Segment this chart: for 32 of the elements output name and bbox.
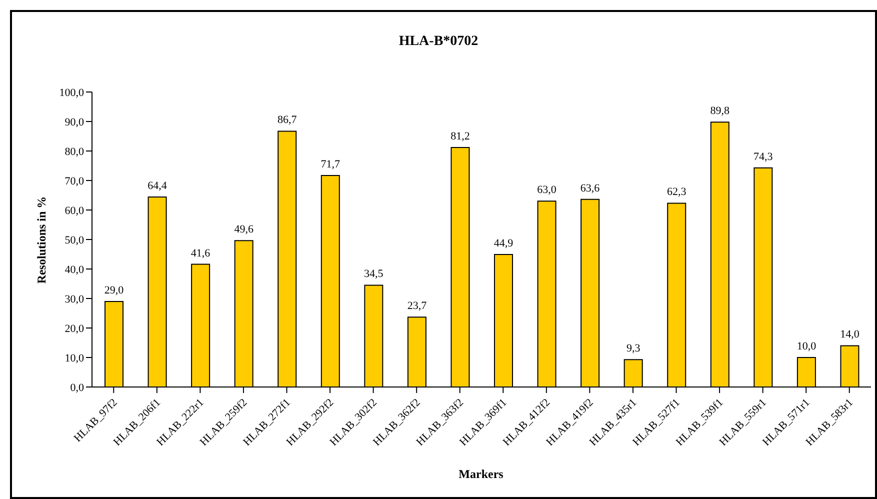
y-tick-label: 0,0	[70, 382, 84, 394]
data-label: 44,9	[494, 238, 514, 250]
data-label: 86,7	[277, 114, 298, 126]
x-axis-title: Markers	[458, 467, 504, 482]
y-tick-label: 60,0	[64, 204, 84, 217]
data-label: 62,3	[666, 186, 687, 198]
data-label: 64,4	[148, 180, 168, 192]
data-label: 9,3	[626, 342, 641, 355]
data-label: 41,6	[190, 247, 211, 260]
data-label: 63,6	[580, 182, 600, 194]
data-label: 71,7	[320, 158, 341, 170]
y-tick-label: 50,0	[64, 234, 84, 246]
chart-title: HLA-B*0702	[398, 34, 480, 50]
y-tick-label: 40,0	[64, 264, 84, 276]
y-axis-title: Resolutions in %	[34, 196, 50, 284]
data-label: 63,0	[537, 184, 557, 196]
y-tick-label: 80,0	[64, 146, 84, 158]
data-label: 81,2	[450, 130, 470, 142]
y-tick-label: 90,0	[64, 116, 84, 128]
data-label: 89,8	[710, 105, 730, 118]
y-tick-label: 100,0	[59, 86, 84, 99]
data-label: 29,0	[104, 284, 124, 296]
data-label: 10,0	[796, 340, 817, 352]
data-label: 74,3	[754, 150, 774, 163]
data-label: 23,7	[407, 300, 428, 312]
y-tick-label: 10,0	[64, 352, 84, 364]
y-tick-label: 20,0	[64, 322, 84, 335]
y-tick-label: 30,0	[64, 293, 84, 306]
data-label: 49,6	[234, 224, 254, 236]
data-label: 34,5	[364, 268, 384, 280]
data-label: 14,0	[840, 328, 860, 341]
y-tick-label: 70,0	[64, 175, 84, 188]
